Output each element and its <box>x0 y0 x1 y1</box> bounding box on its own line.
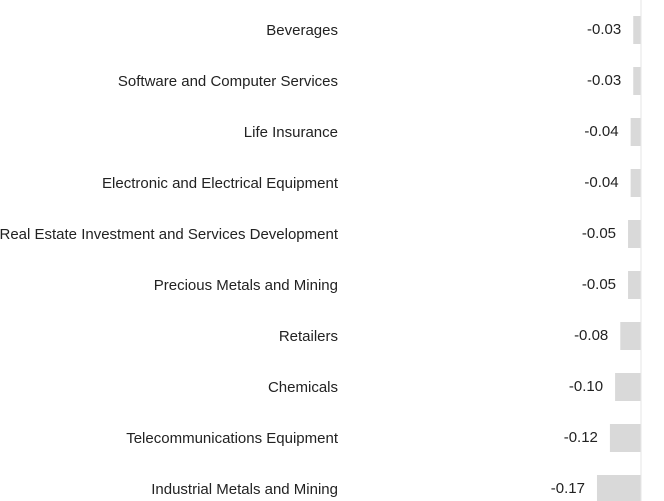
category-label: Beverages <box>266 21 338 39</box>
value-label: -0.12 <box>564 429 598 446</box>
category-label: Life Insurance <box>243 123 338 141</box>
value-label: -0.04 <box>584 123 618 140</box>
category-label: Real Estate Investment and Services Deve… <box>0 225 338 243</box>
bar <box>633 67 641 95</box>
category-label-box: Beverages <box>0 5 338 55</box>
category-label: Retailers <box>278 327 338 345</box>
category-label-box: Retailers <box>0 311 338 361</box>
category-label: Chemicals <box>267 378 338 396</box>
value-label: -0.03 <box>587 72 621 89</box>
category-label-box: Telecommunications Equipment <box>0 413 338 463</box>
category-label-box: Electronic and Electrical Equipment <box>0 158 338 208</box>
category-label-box: Industrial Metals and Mining <box>0 464 338 501</box>
category-label: Software and Computer Services <box>117 72 338 90</box>
category-label-box: Precious Metals and Mining <box>0 260 338 310</box>
category-label: Electronic and Electrical Equipment <box>102 174 338 192</box>
value-label: -0.08 <box>574 327 608 344</box>
category-label-box: Software and Computer Services <box>0 56 338 106</box>
category-label: Precious Metals and Mining <box>153 276 338 294</box>
bar <box>609 424 641 452</box>
bar <box>628 271 641 299</box>
category-label-box: Real Estate Investment and Services Deve… <box>0 209 338 259</box>
category-label: Industrial Metals and Mining <box>151 480 338 498</box>
bar <box>596 475 641 501</box>
value-label: -0.05 <box>582 225 616 242</box>
category-label-box: Life Insurance <box>0 107 338 157</box>
bar <box>620 322 641 350</box>
value-label: -0.05 <box>582 276 616 293</box>
bar <box>630 169 641 197</box>
bar <box>630 118 641 146</box>
bar <box>628 220 641 248</box>
category-label: Telecommunications Equipment <box>126 429 338 447</box>
bar <box>633 16 641 44</box>
value-label: -0.04 <box>584 174 618 191</box>
category-label-box: Chemicals <box>0 362 338 412</box>
value-label: -0.17 <box>551 480 585 497</box>
value-label: -0.10 <box>569 378 603 395</box>
bar <box>615 373 641 401</box>
value-label: -0.03 <box>587 21 621 38</box>
